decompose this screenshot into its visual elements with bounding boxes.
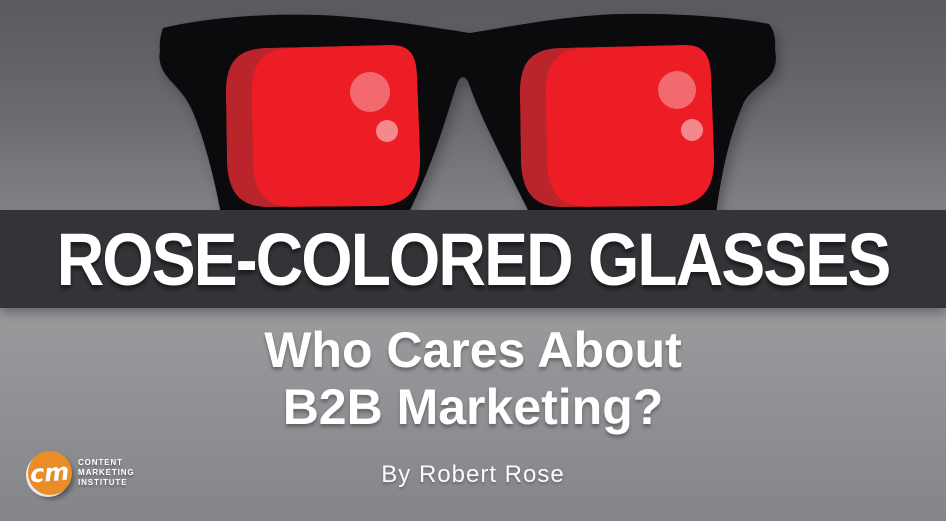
right-lens-highlight-small <box>681 119 703 141</box>
left-lens <box>225 44 421 208</box>
bottom-section: Who Cares About B2B Marketing? By Robert … <box>0 308 946 521</box>
logo-word-1: CONTENT <box>78 458 123 467</box>
article-subtitle: Who Cares About B2B Marketing? <box>0 322 946 436</box>
top-section <box>0 0 946 215</box>
logo-word-3: INSTITUTE <box>78 478 128 487</box>
left-lens-highlight-large <box>350 72 390 112</box>
cmi-logo: cm CONTENT MARKETING INSTITUTE <box>28 451 135 495</box>
title-banner: ROSE-COLORED GLASSES <box>0 210 946 308</box>
cmi-monogram-icon: cm <box>28 451 72 495</box>
subtitle-line-1: Who Cares About <box>264 322 682 378</box>
cmi-logo-wordmark: CONTENT MARKETING INSTITUTE <box>78 458 135 488</box>
left-lens-highlight-small <box>376 120 398 142</box>
right-lens <box>519 44 715 208</box>
cmi-monogram-text: cm <box>29 457 71 489</box>
right-lens-highlight-large <box>658 71 696 109</box>
subtitle-line-2: B2B Marketing? <box>282 379 664 435</box>
banner-title: ROSE-COLORED GLASSES <box>56 217 892 301</box>
logo-word-2: MARKETING <box>78 468 135 477</box>
rose-colored-glasses-illustration <box>159 13 776 215</box>
byline: By Robert Rose <box>381 461 565 488</box>
